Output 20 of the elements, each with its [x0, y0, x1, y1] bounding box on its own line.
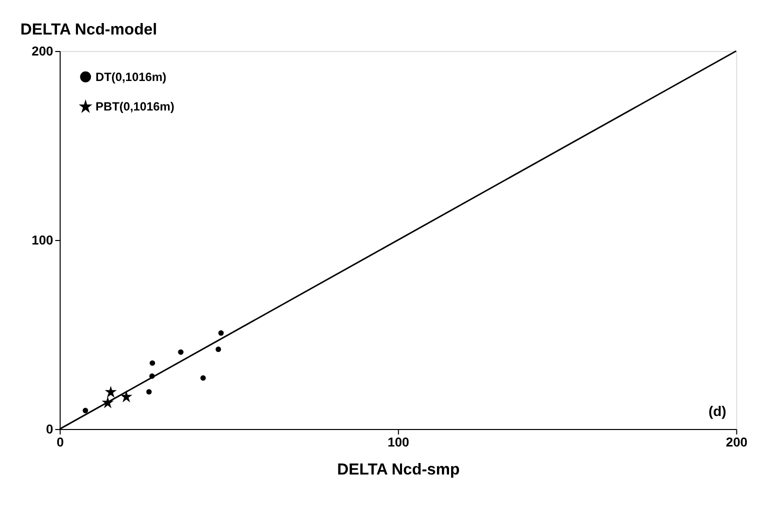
- legend-label: DT(0,1016m): [96, 70, 166, 84]
- point: [218, 330, 224, 336]
- y-tick-label: 0: [46, 422, 54, 437]
- y-axis-title: DELTA Ncd-model: [20, 22, 158, 39]
- point: [146, 389, 152, 395]
- y-tick-label: 100: [32, 232, 54, 248]
- point: [150, 360, 156, 366]
- point: [216, 346, 222, 352]
- x-tick-label: 0: [56, 434, 64, 450]
- point: [82, 408, 88, 414]
- y-tick-label: 200: [32, 43, 54, 58]
- x-axis-title: DELTA Ncd-smp: [337, 461, 460, 478]
- point: [104, 386, 117, 398]
- x-tick-label: 200: [726, 434, 748, 450]
- annotation: (d): [708, 403, 726, 420]
- point: [120, 390, 132, 402]
- x-tick-label: 100: [388, 434, 410, 450]
- point: [200, 375, 206, 381]
- point: [178, 349, 184, 355]
- legend-label: PBT(0,1016m): [96, 100, 174, 114]
